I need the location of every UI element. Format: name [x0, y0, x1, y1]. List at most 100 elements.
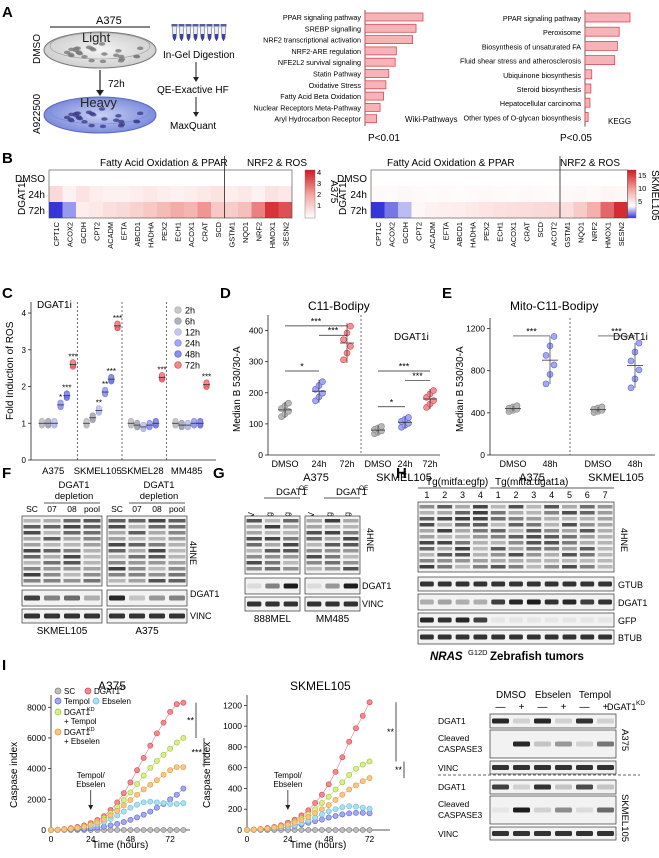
data-point [114, 807, 121, 814]
blot-band [580, 617, 595, 623]
annotation-arrowhead [285, 805, 291, 810]
data-point [70, 359, 77, 366]
data-point [339, 779, 346, 786]
blot-band [490, 505, 506, 509]
blot-band [597, 765, 614, 770]
legend-swatch [174, 350, 182, 358]
legend-label: + Ebselen [64, 737, 100, 746]
blot-band [44, 595, 60, 601]
kd-mark: + [603, 702, 609, 713]
blot-band [491, 599, 506, 605]
heatmap-cell [479, 202, 493, 218]
blot-band [324, 549, 341, 553]
data-point [63, 390, 70, 397]
heatmap-column-label: CPT1C [52, 221, 61, 246]
legend-label: 12h [185, 328, 200, 338]
blot-band [534, 784, 551, 790]
caspase-skmel-xlabel: Time (hours) [290, 840, 346, 851]
tube-fill [193, 34, 198, 41]
heatmap-cell [573, 186, 587, 202]
colorscale-tick: 15 [638, 171, 646, 180]
mito-treatment: DGAT1i [613, 332, 648, 343]
heatmap-cell [587, 170, 601, 186]
blot-band [109, 595, 125, 601]
blot-band [169, 613, 185, 619]
heatmap-cell [157, 170, 171, 186]
cell-line-label: SKMEL105 [619, 794, 630, 842]
blot-band [324, 519, 341, 523]
blot-band [472, 565, 488, 569]
blot-band [455, 529, 470, 533]
blot-band [513, 784, 530, 790]
blot-band [420, 581, 434, 587]
blot-band [325, 583, 340, 589]
blot-band [526, 505, 542, 509]
heatmap-row-label: DMSO [15, 174, 45, 185]
data-point [127, 789, 134, 796]
heatmap-cell [519, 202, 533, 218]
bar [364, 80, 387, 90]
data-point [278, 823, 284, 830]
blot-band [473, 581, 488, 587]
y-tick-label: 6000 [27, 733, 46, 743]
blot-band [44, 613, 60, 619]
heatmap-a375-treatment: DGAT1i [17, 180, 28, 215]
annotation-label: Tempol/ [274, 771, 303, 780]
caption-superscript: G12D [468, 648, 488, 657]
blot-band [246, 531, 262, 535]
heatmap-cell [371, 170, 385, 186]
data-point [346, 803, 353, 810]
bar-category-label: SREBP signalling [305, 24, 361, 33]
heatmap-cell [546, 186, 560, 202]
blot-band [472, 511, 488, 515]
data-point [54, 826, 61, 833]
blot-band [264, 531, 281, 535]
blot-band [534, 765, 551, 770]
legend-label: Tempol [64, 697, 90, 706]
blot-band [544, 523, 560, 527]
heatmap-column-label: GCDH [79, 222, 88, 244]
heatmap-cell [560, 170, 574, 186]
data-point [430, 387, 437, 394]
blot-band [306, 543, 322, 547]
heatmap-cell [398, 186, 412, 202]
blot-band [264, 549, 281, 553]
heatmap-cell [411, 170, 425, 186]
data-point [180, 764, 187, 771]
colorscale-tick: 5 [638, 197, 642, 206]
data-point [346, 738, 353, 745]
blot-band [579, 541, 595, 545]
blot-band [597, 741, 614, 747]
blot-band [149, 613, 165, 619]
blot-band [83, 555, 101, 559]
blot-band [265, 583, 280, 589]
lane-label: pool [169, 504, 185, 514]
caspase-chart-a375: A375 Caspase index Time (hours) 0 2000 400… [9, 679, 205, 851]
y-tick-label: 2000 [27, 794, 46, 804]
significance-mark: ** [387, 727, 395, 737]
y-tick-label: 0 [41, 825, 46, 835]
blot-band [43, 561, 61, 565]
blot-frame [106, 608, 188, 624]
data-point [140, 421, 147, 428]
blot-band [490, 565, 506, 569]
ros-ylabel: Fold Induction of ROS [5, 321, 16, 420]
data-point [160, 751, 167, 758]
blot-frame [489, 826, 617, 841]
heavy-label: Heavy [80, 95, 117, 110]
data-point [180, 800, 187, 807]
dish-heavy-cells [63, 107, 144, 129]
heatmap-cell [197, 202, 211, 218]
data-point [114, 820, 121, 827]
data-point [191, 418, 198, 425]
blot-band [148, 567, 166, 571]
cell-shape [133, 119, 141, 124]
blot-frame [489, 729, 617, 759]
panel-label-i: I [2, 657, 6, 674]
data-point [160, 827, 167, 833]
data-point [378, 423, 385, 430]
cell-shape [88, 123, 95, 128]
blot-band [526, 565, 542, 569]
blot-band [490, 559, 506, 563]
blot-band [508, 517, 524, 521]
